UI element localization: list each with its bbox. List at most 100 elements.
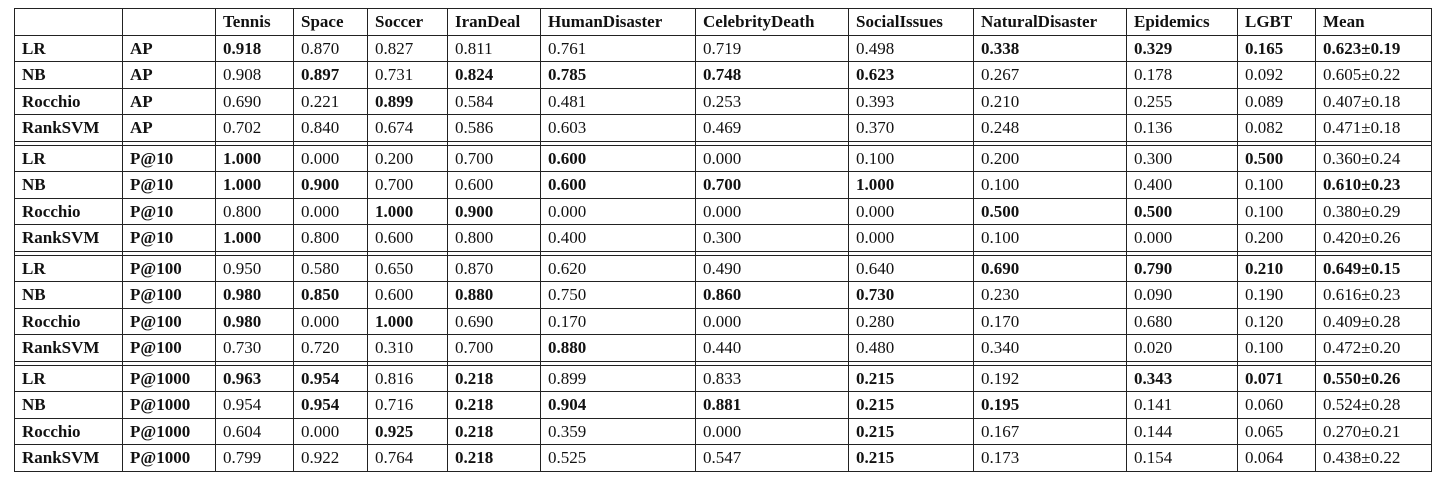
value-cell: 0.600	[367, 224, 448, 252]
value-cell: 0.000	[695, 197, 849, 225]
method-cell: Rocchio	[14, 87, 123, 115]
table-row: RankSVM AP 0.702 0.840 0.674 0.586 0.603 0.469 0…	[14, 114, 1432, 142]
value-cell: 0.690	[973, 254, 1127, 282]
value-cell: 0.603	[540, 114, 696, 142]
value-cell: 0.165	[1237, 34, 1316, 62]
value-cell: 0.640	[848, 254, 974, 282]
value-cell: 0.144	[1126, 417, 1238, 445]
value-cell: 0.420±0.26	[1315, 224, 1432, 252]
method-cell: NB	[14, 171, 123, 199]
table-row: RankSVM P@1000 0.799 0.922 0.764 0.218 0.525 0.…	[14, 444, 1432, 472]
metric-cell: P@100	[122, 254, 216, 282]
separator-cell	[1315, 250, 1432, 256]
value-cell: 0.221	[293, 87, 368, 115]
value-cell: 0.700	[367, 171, 448, 199]
value-cell: 0.409±0.28	[1315, 307, 1432, 335]
value-cell: 0.267	[973, 61, 1127, 89]
value-cell: 0.000	[1126, 224, 1238, 252]
table-row: NB AP 0.908 0.897 0.731 0.824 0.785 0.748 0.623 0…	[14, 61, 1432, 89]
metric-cell: P@1000	[122, 391, 216, 419]
method-cell: RankSVM	[14, 444, 123, 472]
value-cell: 0.141	[1126, 391, 1238, 419]
value-cell: 0.899	[540, 364, 696, 392]
value-cell: 0.167	[973, 417, 1127, 445]
column-header: Mean	[1315, 8, 1432, 36]
value-cell: 0.750	[540, 281, 696, 309]
value-cell: 0.343	[1126, 364, 1238, 392]
value-cell: 0.586	[447, 114, 541, 142]
value-cell: 0.498	[848, 34, 974, 62]
table-row: LR P@100 0.950 0.580 0.650 0.870 0.620 0.490 0.6…	[14, 254, 1432, 282]
value-cell: 0.623	[848, 61, 974, 89]
value-cell: 0.811	[447, 34, 541, 62]
value-cell: 0.248	[973, 114, 1127, 142]
group-separator	[14, 250, 1432, 256]
value-cell: 0.690	[215, 87, 294, 115]
value-cell: 0.908	[215, 61, 294, 89]
value-cell: 0.840	[293, 114, 368, 142]
value-cell: 0.215	[848, 444, 974, 472]
value-cell: 0.100	[1237, 171, 1316, 199]
value-cell: 0.604	[215, 417, 294, 445]
value-cell: 0.170	[540, 307, 696, 335]
metric-cell: P@10	[122, 144, 216, 172]
value-cell: 0.178	[1126, 61, 1238, 89]
value-cell: 0.918	[215, 34, 294, 62]
value-cell: 0.731	[367, 61, 448, 89]
value-cell: 0.620	[540, 254, 696, 282]
value-cell: 0.616±0.23	[1315, 281, 1432, 309]
value-cell: 0.438±0.22	[1315, 444, 1432, 472]
value-cell: 0.310	[367, 334, 448, 362]
value-cell: 0.650	[367, 254, 448, 282]
results-table-container: Tennis Space Soccer IranDeal HumanDisaster Ce…	[14, 8, 1432, 472]
value-cell: 0.218	[447, 444, 541, 472]
value-cell: 0.089	[1237, 87, 1316, 115]
value-cell: 0.092	[1237, 61, 1316, 89]
value-cell: 0.881	[695, 391, 849, 419]
value-cell: 0.280	[848, 307, 974, 335]
value-cell: 0.870	[447, 254, 541, 282]
method-cell: RankSVM	[14, 224, 123, 252]
value-cell: 0.899	[367, 87, 448, 115]
value-cell: 0.897	[293, 61, 368, 89]
method-cell: Rocchio	[14, 417, 123, 445]
method-cell: NB	[14, 281, 123, 309]
value-cell: 0.950	[215, 254, 294, 282]
column-header: Epidemics	[1126, 8, 1238, 36]
value-cell: 0.120	[1237, 307, 1316, 335]
value-cell: 0.215	[848, 391, 974, 419]
value-cell: 0.000	[695, 307, 849, 335]
value-cell: 0.600	[540, 171, 696, 199]
value-cell: 0.210	[973, 87, 1127, 115]
value-cell: 0.800	[293, 224, 368, 252]
method-cell: LR	[14, 144, 123, 172]
results-table: Tennis Space Soccer IranDeal HumanDisaster Ce…	[14, 8, 1432, 472]
value-cell: 0.200	[367, 144, 448, 172]
header-empty-metric	[122, 8, 216, 36]
value-cell: 1.000	[215, 224, 294, 252]
metric-cell: P@1000	[122, 417, 216, 445]
column-header: IranDeal	[447, 8, 541, 36]
method-cell: LR	[14, 364, 123, 392]
value-cell: 0.170	[973, 307, 1127, 335]
value-cell: 0.000	[293, 144, 368, 172]
value-cell: 0.860	[695, 281, 849, 309]
value-cell: 0.500	[1126, 197, 1238, 225]
value-cell: 0.393	[848, 87, 974, 115]
table-row: NB P@100 0.980 0.850 0.600 0.880 0.750 0.860 0.7…	[14, 281, 1432, 309]
value-cell: 0.799	[215, 444, 294, 472]
header-empty-method	[14, 8, 123, 36]
table-row: RankSVM P@100 0.730 0.720 0.310 0.700 0.880 0.4…	[14, 334, 1432, 362]
metric-cell: AP	[122, 87, 216, 115]
value-cell: 0.870	[293, 34, 368, 62]
value-cell: 0.400	[1126, 171, 1238, 199]
column-header: Tennis	[215, 8, 294, 36]
value-cell: 0.490	[695, 254, 849, 282]
value-cell: 0.719	[695, 34, 849, 62]
value-cell: 0.100	[973, 171, 1127, 199]
metric-cell: P@100	[122, 334, 216, 362]
value-cell: 0.700	[447, 144, 541, 172]
metric-cell: P@10	[122, 197, 216, 225]
value-cell: 0.020	[1126, 334, 1238, 362]
value-cell: 0.082	[1237, 114, 1316, 142]
